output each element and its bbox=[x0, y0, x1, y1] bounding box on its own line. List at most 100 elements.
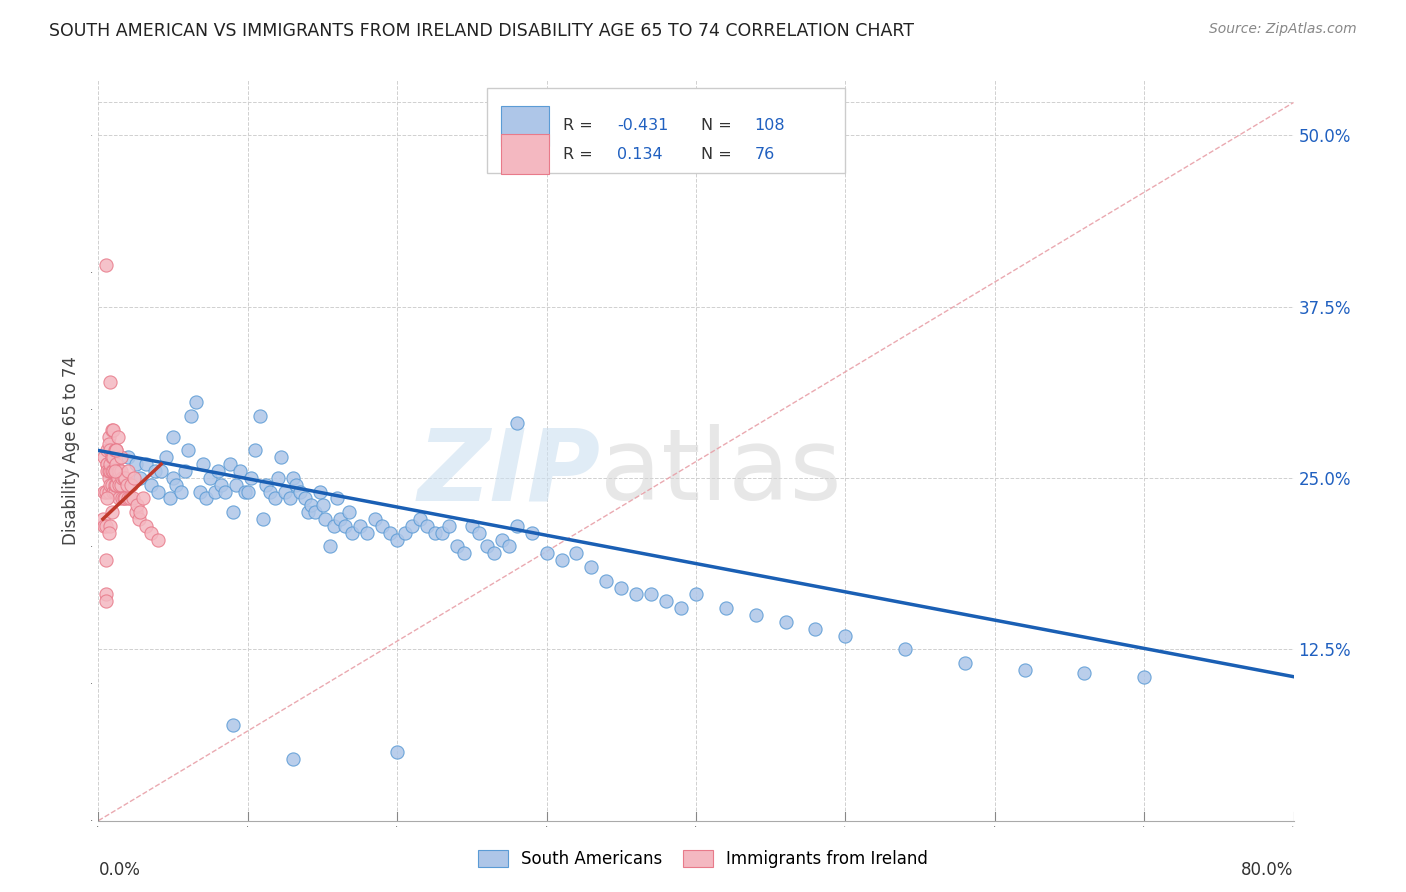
Point bbox=[93, 484, 115, 499]
Point bbox=[104, 443, 127, 458]
Point bbox=[105, 443, 128, 458]
Point bbox=[107, 464, 129, 478]
Point bbox=[274, 484, 297, 499]
Point bbox=[94, 259, 117, 273]
Point bbox=[245, 443, 267, 458]
Point bbox=[284, 477, 307, 491]
Point bbox=[125, 505, 148, 519]
Point bbox=[714, 601, 737, 615]
Point bbox=[97, 525, 120, 540]
Point bbox=[207, 464, 229, 478]
Point bbox=[97, 436, 120, 450]
Point bbox=[135, 519, 157, 533]
Point bbox=[148, 533, 170, 547]
Point bbox=[108, 491, 131, 506]
Point bbox=[281, 471, 304, 485]
Point bbox=[165, 477, 187, 491]
Point bbox=[288, 484, 311, 499]
Point bbox=[364, 512, 387, 526]
Point bbox=[118, 491, 141, 506]
Point bbox=[430, 525, 453, 540]
Point bbox=[110, 464, 132, 478]
FancyBboxPatch shape bbox=[501, 134, 548, 175]
Point bbox=[103, 423, 125, 437]
Point bbox=[129, 505, 152, 519]
Point bbox=[97, 430, 120, 444]
Point bbox=[209, 477, 232, 491]
Point bbox=[97, 471, 120, 485]
Point bbox=[453, 546, 475, 560]
Point bbox=[254, 477, 277, 491]
Point bbox=[98, 519, 122, 533]
Point bbox=[139, 525, 162, 540]
Point bbox=[191, 457, 214, 471]
Point bbox=[685, 587, 707, 601]
Text: R =: R = bbox=[564, 146, 598, 161]
Point bbox=[177, 443, 200, 458]
Point bbox=[114, 471, 136, 485]
Point bbox=[239, 471, 262, 485]
Point bbox=[105, 464, 128, 478]
Point bbox=[834, 628, 856, 642]
Point bbox=[222, 717, 245, 731]
Point bbox=[94, 484, 117, 499]
Point bbox=[401, 519, 423, 533]
Point bbox=[281, 752, 304, 766]
Point bbox=[214, 484, 236, 499]
Point bbox=[655, 594, 678, 608]
Point bbox=[626, 587, 648, 601]
Point bbox=[94, 587, 117, 601]
Point bbox=[323, 519, 346, 533]
Point bbox=[342, 525, 364, 540]
Point bbox=[385, 533, 409, 547]
Point bbox=[93, 450, 115, 465]
Point bbox=[101, 423, 124, 437]
Point bbox=[536, 546, 558, 560]
Point bbox=[129, 471, 152, 485]
Text: N =: N = bbox=[700, 119, 737, 134]
Point bbox=[97, 464, 120, 478]
Point bbox=[98, 464, 122, 478]
Point bbox=[96, 443, 118, 458]
Point bbox=[105, 457, 128, 471]
Point bbox=[195, 491, 218, 506]
Point bbox=[108, 477, 131, 491]
Point bbox=[132, 491, 155, 506]
Point bbox=[252, 512, 274, 526]
Point bbox=[135, 457, 157, 471]
Point bbox=[278, 491, 301, 506]
Point bbox=[610, 581, 633, 595]
Text: 80.0%: 80.0% bbox=[1241, 862, 1294, 880]
Point bbox=[329, 512, 352, 526]
Point bbox=[117, 464, 139, 478]
Legend: South Americans, Immigrants from Ireland: South Americans, Immigrants from Ireland bbox=[470, 842, 936, 877]
Point bbox=[150, 464, 173, 478]
Point bbox=[143, 464, 166, 478]
Point bbox=[297, 505, 319, 519]
Point bbox=[294, 491, 316, 506]
Point bbox=[550, 553, 572, 567]
Point bbox=[111, 491, 134, 506]
Point bbox=[804, 622, 827, 636]
FancyBboxPatch shape bbox=[501, 105, 548, 146]
Point bbox=[127, 498, 149, 512]
Text: 0.134: 0.134 bbox=[617, 146, 662, 161]
Point bbox=[339, 505, 361, 519]
Point bbox=[110, 477, 132, 491]
Point bbox=[378, 525, 401, 540]
Point bbox=[96, 464, 118, 478]
Point bbox=[484, 546, 506, 560]
Point bbox=[104, 477, 127, 491]
Point bbox=[159, 491, 181, 506]
Point bbox=[225, 477, 247, 491]
Point bbox=[775, 615, 797, 629]
Point bbox=[101, 464, 124, 478]
Text: -0.431: -0.431 bbox=[617, 119, 668, 134]
Point bbox=[581, 560, 603, 574]
Text: 0.0%: 0.0% bbox=[98, 862, 141, 880]
Point bbox=[93, 519, 115, 533]
Point bbox=[219, 457, 242, 471]
Point bbox=[105, 443, 128, 458]
Point bbox=[97, 484, 120, 499]
Point bbox=[506, 416, 529, 430]
